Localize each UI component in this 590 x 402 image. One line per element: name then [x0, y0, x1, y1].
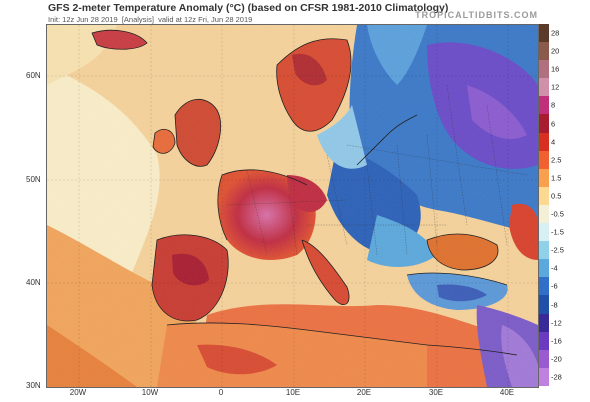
colorbar-label: -1.5: [551, 227, 564, 237]
lon-label-40e: 40E: [499, 388, 515, 397]
lon-label-10e: 10E: [285, 388, 301, 397]
colorbar-swatch: [539, 367, 549, 386]
colorbar-label: -2.5: [551, 245, 564, 255]
colorbar-swatch: [539, 241, 549, 260]
lon-label-0: 0: [218, 388, 224, 397]
colorbar-label: -4: [551, 263, 558, 273]
colorbar-swatch: [539, 349, 549, 368]
anomaly-map: [46, 24, 539, 388]
colorbar-swatch: [539, 132, 549, 151]
lon-label-20e: 20E: [356, 388, 372, 397]
colorbar-label: 16: [551, 64, 560, 74]
lat-label-60n: 60N: [26, 71, 41, 80]
colorbar-label: 12: [551, 82, 560, 92]
colorbar-label: -20: [551, 354, 562, 364]
colorbar-label: 20: [551, 46, 560, 56]
texture-overlay: [47, 25, 538, 387]
init-time: Init: 12z Jun 28 2019: [48, 15, 118, 24]
colorbar-swatch: [539, 186, 549, 205]
header: GFS 2-meter Temperature Anomaly (°C) (ba…: [48, 2, 538, 26]
colorbar-swatch: [539, 78, 549, 97]
colorbar-label: 2.5: [551, 155, 562, 165]
brand-watermark: TROPICALTIDBITS.COM: [415, 10, 538, 20]
colorbar-swatch: [539, 96, 549, 115]
colorbar-swatch: [539, 42, 549, 61]
lat-label-50n: 50N: [26, 175, 41, 184]
lon-label-20w: 20W: [69, 388, 87, 397]
lat-label-40n: 40N: [26, 278, 41, 287]
analysis-tag: [Analysis]: [121, 15, 154, 24]
colorbar-label: -6: [551, 281, 558, 291]
colorbar: [539, 24, 549, 386]
colorbar-label: -28: [551, 372, 562, 382]
colorbar-label: 4: [551, 137, 556, 147]
lat-label-30n: 30N: [26, 381, 41, 390]
colorbar-label: -0.5: [551, 209, 564, 219]
colorbar-label: -16: [551, 336, 562, 346]
colorbar-swatch: [539, 114, 549, 133]
colorbar-label: -12: [551, 318, 562, 328]
colorbar-label: -8: [551, 300, 558, 310]
colorbar-label: 0.5: [551, 191, 562, 201]
colorbar-label: 8: [551, 100, 556, 110]
colorbar-swatch: [539, 313, 549, 332]
lon-label-30e: 30E: [428, 388, 444, 397]
valid-time: valid at 12z Fri, Jun 28 2019: [158, 15, 253, 24]
map-title: GFS 2-meter Temperature Anomaly (°C) (ba…: [48, 2, 449, 14]
colorbar-swatch: [539, 150, 549, 169]
lon-label-10w: 10W: [141, 388, 159, 397]
colorbar-label: 28: [551, 28, 560, 38]
country-borders: [226, 84, 528, 256]
colorbar-swatch: [539, 24, 549, 43]
colorbar-swatch: [539, 168, 549, 187]
colorbar-swatch: [539, 295, 549, 314]
colorbar-label: 1.5: [551, 173, 562, 183]
colorbar-swatch: [539, 60, 549, 79]
graticule: [47, 25, 538, 387]
coastlines: [91, 29, 518, 356]
colorbar-swatch: [539, 331, 549, 350]
colorbar-swatch: [539, 259, 549, 278]
colorbar-label: 6: [551, 119, 556, 129]
map-subtitle: Init: 12z Jun 28 2019 [Analysis] valid a…: [48, 15, 252, 24]
colorbar-swatch: [539, 204, 549, 224]
colorbar-swatch: [539, 277, 549, 296]
colorbar-swatch: [539, 223, 549, 242]
map-canvas: [47, 25, 538, 387]
